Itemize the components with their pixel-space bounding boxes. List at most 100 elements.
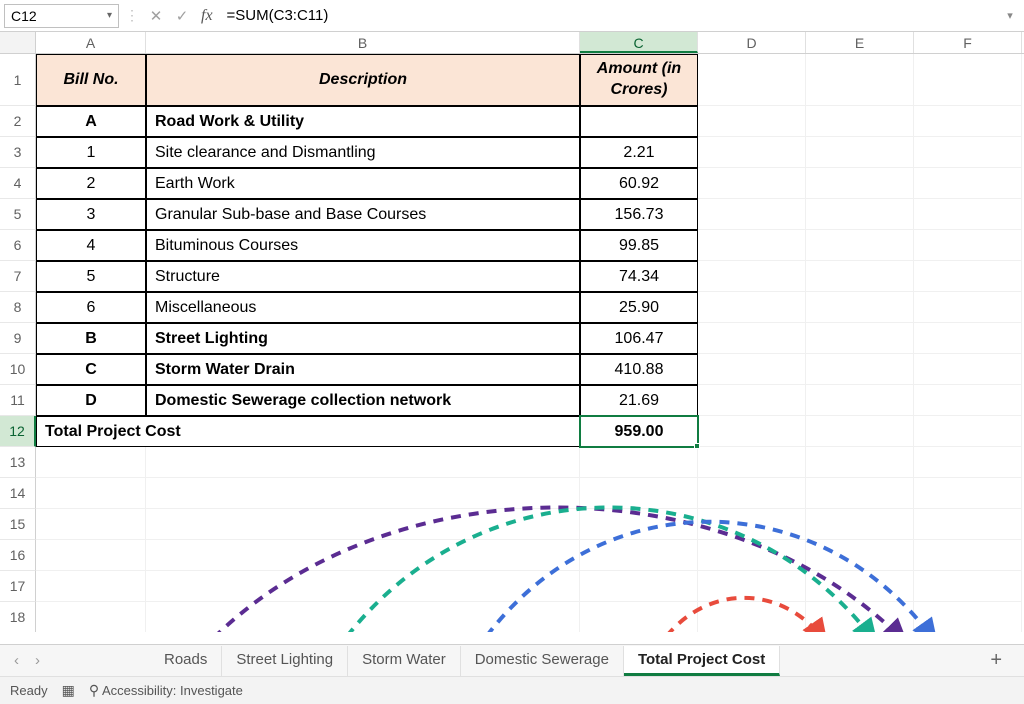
cell[interactable] (806, 540, 914, 571)
cell[interactable] (698, 540, 806, 571)
cell[interactable] (698, 416, 806, 447)
row-header[interactable]: 7 (0, 261, 36, 292)
cell[interactable] (146, 416, 580, 447)
cell[interactable] (806, 106, 914, 137)
row-header[interactable]: 8 (0, 292, 36, 323)
row-header[interactable]: 12 (0, 416, 36, 447)
cell[interactable]: Street Lighting (146, 323, 580, 354)
cell[interactable]: Miscellaneous (146, 292, 580, 323)
cell[interactable] (580, 509, 698, 540)
sheet-tab[interactable]: Total Project Cost (624, 646, 780, 676)
row-header[interactable]: 16 (0, 540, 36, 571)
cell[interactable] (36, 571, 146, 602)
cell[interactable]: 2 (36, 168, 146, 199)
cell[interactable] (146, 509, 580, 540)
cell[interactable]: Amount (in Crores) (580, 54, 698, 106)
cell[interactable] (914, 106, 1022, 137)
cell[interactable] (806, 54, 914, 106)
row-header[interactable]: 4 (0, 168, 36, 199)
col-header-C[interactable]: C (580, 32, 698, 53)
cell[interactable] (698, 602, 806, 632)
cell[interactable] (914, 385, 1022, 416)
row-header[interactable]: 11 (0, 385, 36, 416)
cell[interactable] (914, 261, 1022, 292)
cell[interactable] (806, 230, 914, 261)
row-header[interactable]: 3 (0, 137, 36, 168)
cell[interactable]: 1 (36, 137, 146, 168)
cell[interactable]: Bill No. (36, 54, 146, 106)
display-settings-icon[interactable]: ▦ (62, 682, 75, 699)
cell[interactable] (914, 230, 1022, 261)
formula-input[interactable] (221, 4, 996, 28)
fill-handle[interactable] (694, 443, 700, 449)
cell[interactable] (580, 602, 698, 632)
cell[interactable] (146, 540, 580, 571)
cell[interactable]: B (36, 323, 146, 354)
row-header[interactable]: 17 (0, 571, 36, 602)
cell[interactable] (146, 602, 580, 632)
cell[interactable]: Granular Sub-base and Base Courses (146, 199, 580, 230)
cell[interactable]: Description (146, 54, 580, 106)
cell[interactable] (914, 137, 1022, 168)
cell[interactable] (698, 571, 806, 602)
sheet-tab[interactable]: Storm Water (348, 646, 461, 676)
col-header-B[interactable]: B (146, 32, 580, 53)
cell[interactable] (36, 447, 146, 478)
cell[interactable] (698, 385, 806, 416)
row-header[interactable]: 9 (0, 323, 36, 354)
cell[interactable] (914, 478, 1022, 509)
cell[interactable] (698, 478, 806, 509)
cell[interactable] (806, 385, 914, 416)
cell[interactable]: 2.21 (580, 137, 698, 168)
tab-nav-prev-icon[interactable]: ‹ (8, 652, 25, 669)
cell[interactable]: 4 (36, 230, 146, 261)
row-header[interactable]: 14 (0, 478, 36, 509)
cell[interactable] (806, 602, 914, 632)
cell[interactable] (806, 447, 914, 478)
cell[interactable]: 21.69 (580, 385, 698, 416)
cell[interactable] (146, 571, 580, 602)
cell[interactable]: 25.90 (580, 292, 698, 323)
cell[interactable] (580, 106, 698, 137)
cell[interactable] (914, 354, 1022, 385)
cell[interactable]: 156.73 (580, 199, 698, 230)
cell[interactable] (806, 416, 914, 447)
cell[interactable]: 106.47 (580, 323, 698, 354)
cell[interactable]: Total Project Cost (36, 416, 146, 447)
row-header[interactable]: 6 (0, 230, 36, 261)
cell[interactable] (806, 323, 914, 354)
cell[interactable]: Domestic Sewerage collection network (146, 385, 580, 416)
cell[interactable] (580, 540, 698, 571)
sheet-tab[interactable]: Street Lighting (222, 646, 348, 676)
row-header[interactable]: 18 (0, 602, 36, 632)
cell[interactable]: C (36, 354, 146, 385)
cell[interactable] (36, 478, 146, 509)
cell[interactable]: D (36, 385, 146, 416)
cell[interactable]: 6 (36, 292, 146, 323)
cell[interactable] (806, 571, 914, 602)
cell[interactable] (806, 199, 914, 230)
cell[interactable] (698, 168, 806, 199)
cell[interactable] (698, 292, 806, 323)
cell[interactable] (914, 323, 1022, 354)
cell[interactable]: 410.88 (580, 354, 698, 385)
accept-icon[interactable]: ✓ (171, 7, 193, 25)
cell[interactable] (580, 447, 698, 478)
cell[interactable] (806, 509, 914, 540)
row-header[interactable]: 2 (0, 106, 36, 137)
cell[interactable]: 60.92 (580, 168, 698, 199)
cell[interactable] (914, 571, 1022, 602)
row-header[interactable]: 13 (0, 447, 36, 478)
cell[interactable]: Structure (146, 261, 580, 292)
col-header-A[interactable]: A (36, 32, 146, 53)
cell[interactable]: 74.34 (580, 261, 698, 292)
col-header-E[interactable]: E (806, 32, 914, 53)
name-box[interactable]: C12 ▾ (4, 4, 119, 28)
row-header[interactable]: 5 (0, 199, 36, 230)
cell[interactable] (698, 137, 806, 168)
cell[interactable]: 3 (36, 199, 146, 230)
cell[interactable] (698, 354, 806, 385)
cell[interactable] (146, 478, 580, 509)
cell[interactable] (36, 509, 146, 540)
cancel-icon[interactable]: ✕ (145, 7, 167, 25)
